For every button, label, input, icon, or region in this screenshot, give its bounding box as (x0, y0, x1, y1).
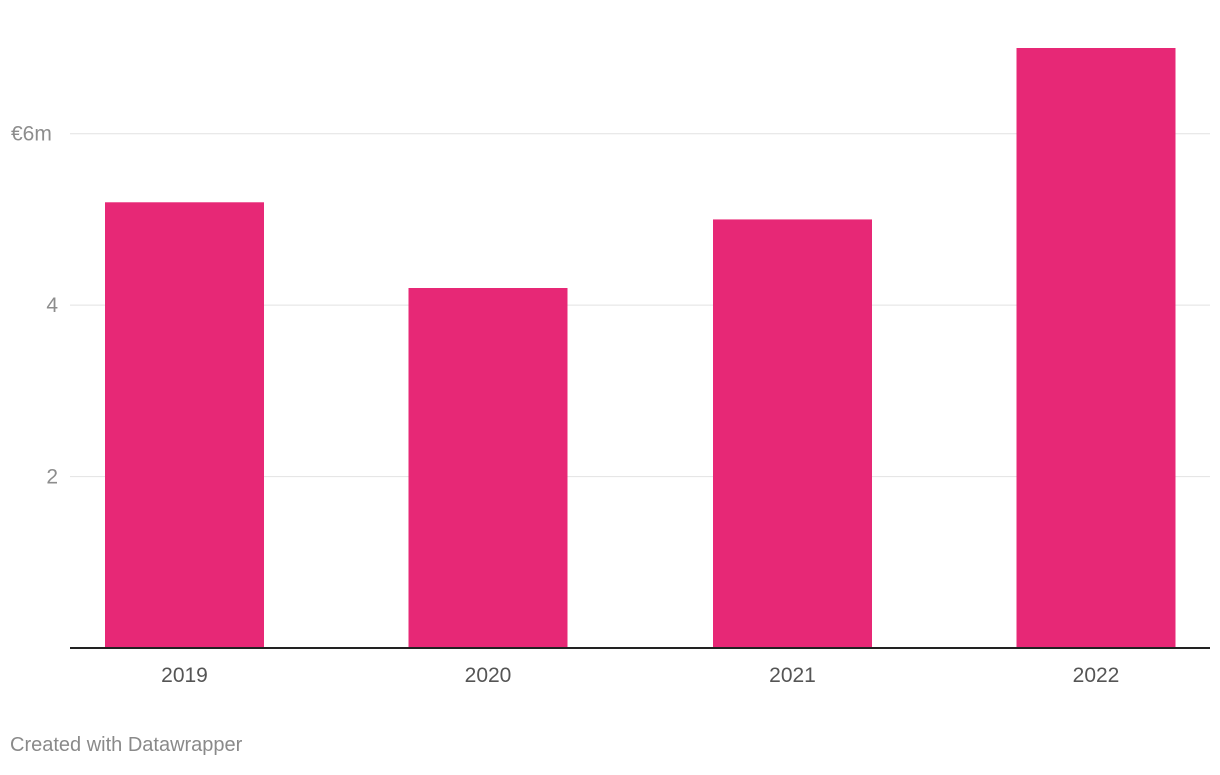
bar-2020[interactable] (408, 288, 568, 648)
x-tick-label: 2022 (1073, 664, 1120, 687)
labels: 2 4 €6m 2019 2020 2021 2022 (11, 123, 1119, 687)
x-tick-label: 2019 (161, 664, 208, 687)
credit-footer[interactable]: Created with Datawrapper (10, 734, 243, 756)
x-tick-label: 2021 (769, 664, 816, 687)
y-tick-label: 4 (46, 294, 58, 317)
bar-2022[interactable] (1016, 48, 1176, 648)
bars (105, 48, 1176, 649)
y-tick-label: 2 (46, 466, 58, 489)
bar-2021[interactable] (713, 219, 872, 648)
bar-2019[interactable] (105, 202, 264, 649)
x-tick-label: 2020 (465, 664, 512, 687)
y-tick-label: €6m (11, 123, 52, 146)
